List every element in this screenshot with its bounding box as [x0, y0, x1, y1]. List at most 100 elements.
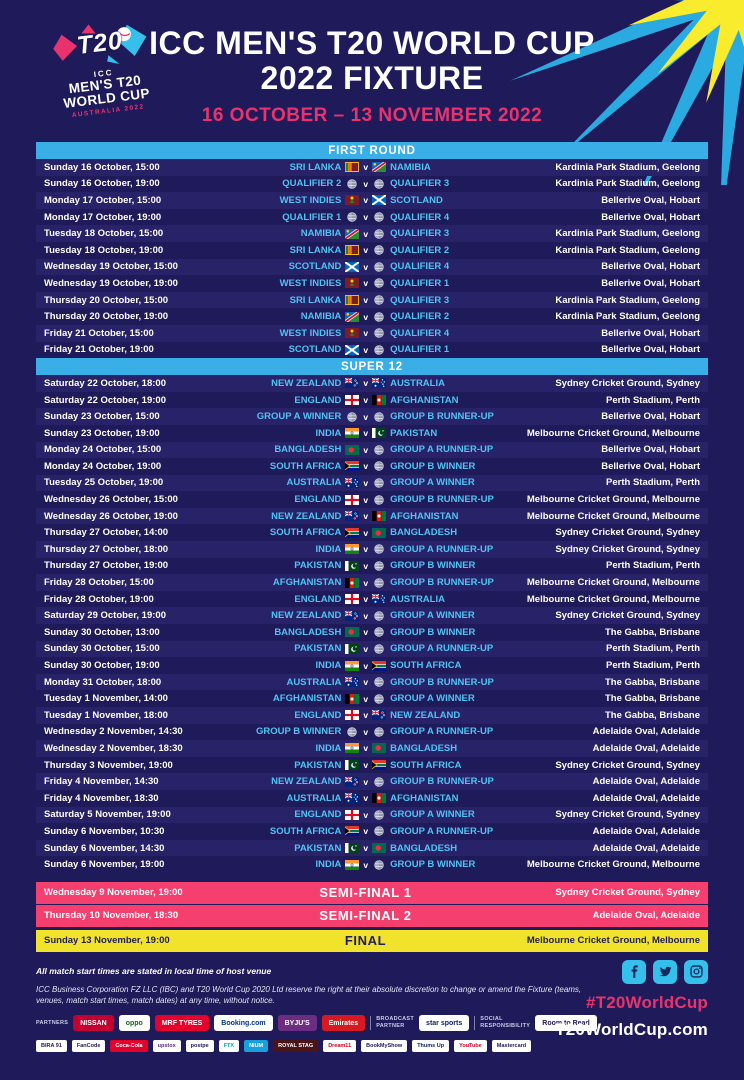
team1-name: SRI LANKA [289, 244, 342, 256]
team1-name: QUALIFIER 1 [282, 211, 342, 223]
flag-qualifier-icon [372, 295, 386, 305]
fixture-row: Sunday 6 November, 19:00 INDIA v GROUP B WI… [36, 856, 708, 873]
knockout-label: SEMI-FINAL 1 [319, 885, 412, 901]
team2-name: SOUTH AFRICA [390, 660, 462, 672]
match-datetime: Sunday 6 November, 19:00 [44, 859, 165, 871]
sponsor-logo-bookmyshow: BookMyShow [361, 1040, 408, 1053]
website-link[interactable]: T20WorldCup.com [555, 1019, 708, 1039]
flag-australia-icon [372, 378, 387, 389]
match-venue: Bellerive Oval, Hobart [601, 411, 700, 423]
team1-name: BANGLADESH [274, 626, 342, 638]
match-datetime: Tuesday 18 October, 19:00 [44, 244, 164, 256]
sponsor-logo-star-sports: star sports [419, 1015, 470, 1032]
flag-australia-icon [372, 594, 387, 605]
match-datetime: Saturday 22 October, 19:00 [44, 394, 166, 406]
team2-name: GROUP A RUNNER-UP [390, 726, 494, 738]
knockout-row-semi-final-2: Thursday 10 November, 18:30 SEMI-FINAL 2 A… [36, 903, 708, 927]
match-teams: NEW ZEALAND v GROUP B RUNNER-UP [215, 776, 516, 787]
team1-name: QUALIFIER 2 [282, 178, 342, 190]
flag-qualifier-icon [372, 345, 386, 355]
match-teams: SRI LANKA v NAMIBIA [215, 162, 516, 173]
team2-name: GROUP B WINNER [390, 460, 476, 472]
team2-name: QUALIFIER 4 [390, 211, 450, 223]
team2-name: GROUP A WINNER [390, 610, 475, 622]
match-datetime: Friday 4 November, 14:30 [44, 776, 159, 788]
team1-name: ENGLAND [294, 394, 342, 406]
match-teams: AUSTRALIA v AFGHANISTAN [215, 793, 516, 804]
flag-qualifier-icon [345, 212, 359, 222]
flag-england-icon [345, 710, 360, 721]
team1-name: AUSTRALIA [286, 676, 342, 688]
team2-name: QUALIFIER 3 [390, 178, 450, 190]
team1-name: SRI LANKA [289, 161, 342, 173]
match-venue: Adelaide Oval, Adelaide [592, 742, 700, 754]
vs-label: v [363, 311, 369, 322]
fixture-row: Sunday 23 October, 15:00 GROUP A WINNER v G… [36, 408, 708, 425]
section-header-super-12: SUPER 12 [36, 358, 708, 376]
vs-label: v [363, 195, 369, 206]
section-header-first-round: FIRST ROUND [36, 142, 708, 159]
match-datetime: Sunday 16 October, 15:00 [44, 161, 160, 173]
team1-name: INDIA [315, 543, 342, 555]
instagram-icon[interactable] [684, 959, 708, 984]
flag-qualifier-icon [372, 826, 386, 837]
flag-qualifier-icon [372, 179, 386, 189]
match-datetime: Wednesday 26 October, 19:00 [44, 510, 178, 522]
match-teams: NEW ZEALAND v GROUP A WINNER [215, 610, 516, 621]
match-venue: Bellerive Oval, Hobart [601, 211, 700, 223]
team2-name: QUALIFIER 2 [390, 244, 450, 256]
vs-label: v [363, 776, 369, 787]
fixture-row: Wednesday 19 October, 15:00 SCOTLAND v QUAL… [36, 258, 708, 276]
twitter-icon[interactable] [653, 959, 677, 984]
sponsor-logo-oppo: oppo [118, 1015, 150, 1032]
match-venue: Sydney Cricket Ground, Sydney [555, 527, 700, 539]
flag-england-icon [345, 395, 360, 406]
flag-namibia-icon [372, 162, 387, 173]
fixture-row: Friday 21 October, 15:00 WEST INDIES v QUAL… [36, 324, 708, 342]
team2-name: GROUP B RUNNER-UP [390, 494, 494, 506]
flag-sri-lanka-icon [345, 162, 360, 173]
flag-qualifier-icon [372, 311, 386, 322]
match-venue: Melbourne Cricket Ground, Melbourne [526, 427, 700, 439]
flag-qualifier-icon [372, 577, 386, 588]
flag-qualifier-icon [372, 644, 386, 654]
match-teams: ENGLAND v AFGHANISTAN [215, 395, 516, 406]
fixture-row: Thursday 20 October, 19:00 NAMIBIA v QUALIF… [36, 308, 708, 325]
team1-name: NAMIBIA [300, 311, 342, 323]
vs-label: v [363, 395, 369, 406]
match-teams: AUSTRALIA v GROUP B RUNNER-UP [215, 677, 516, 688]
team1-name: PAKISTAN [294, 643, 342, 655]
match-teams: SCOTLAND v QUALIFIER 1 [215, 344, 516, 355]
team1-name: AUSTRALIA [286, 477, 342, 489]
team2-name: GROUP B WINNER [390, 626, 476, 638]
broadcast-partner-label: BROADCAST PARTNER [376, 1016, 415, 1030]
vs-label: v [363, 793, 369, 804]
match-teams: SRI LANKA v QUALIFIER 3 [215, 295, 516, 306]
team2-name: GROUP B RUNNER-UP [390, 676, 494, 688]
page-title-line2: 2022 FIXTURE [260, 60, 484, 97]
match-datetime: Monday 17 October, 15:00 [44, 194, 162, 206]
flag-qualifier-icon [372, 262, 386, 272]
vs-label: v [363, 444, 369, 455]
match-datetime: Friday 4 November, 18:30 [44, 792, 159, 804]
flag-india-icon [345, 544, 360, 555]
social-icons [555, 959, 708, 984]
match-venue: Melbourne Cricket Ground, Melbourne [526, 494, 700, 506]
team2-name: AFGHANISTAN [390, 510, 459, 522]
match-teams: NAMIBIA v QUALIFIER 2 [215, 311, 516, 322]
facebook-icon[interactable] [622, 959, 646, 984]
flag-australia-icon [345, 477, 360, 488]
fixture-row: Friday 4 November, 14:30 NEW ZEALAND v GRO… [36, 773, 708, 790]
match-datetime: Monday 31 October, 18:00 [44, 676, 162, 688]
match-teams: PAKISTAN v BANGLADESH [215, 843, 516, 854]
match-datetime: Tuesday 18 October, 15:00 [44, 228, 164, 240]
flag-qualifier-icon [372, 727, 386, 737]
match-datetime: Saturday 22 October, 18:00 [44, 377, 166, 389]
team2-name: GROUP A RUNNER-UP [390, 543, 494, 555]
fixture-row: Sunday 6 November, 14:30 PAKISTAN v BANGLAD… [36, 839, 708, 857]
fixture-row: Friday 28 October, 15:00 AFGHANISTAN v GROU… [36, 574, 708, 591]
vs-label: v [363, 743, 369, 754]
match-venue: Kardinia Park Stadium, Geelong [555, 228, 700, 240]
flag-qualifier-icon [372, 627, 386, 638]
t20-logo-shards-icon [53, 24, 147, 64]
